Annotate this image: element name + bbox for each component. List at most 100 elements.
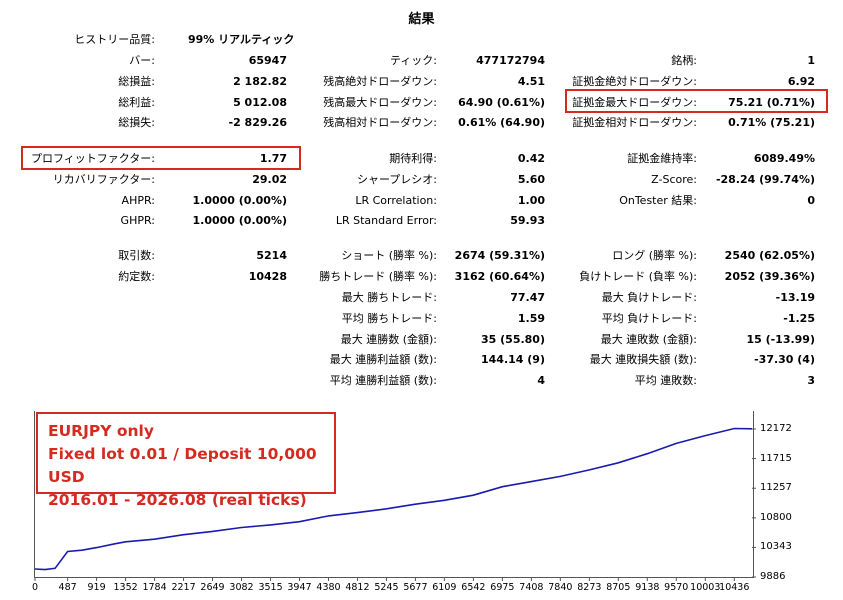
- average-profit-value: 1.59: [517, 312, 545, 325]
- x-tick-label: 1352: [113, 582, 138, 593]
- y-tick-label: 11257: [760, 482, 792, 494]
- short-trades-label: ショート (勝率 %):: [341, 249, 437, 262]
- total-net-profit-label: 総損益:: [118, 75, 155, 88]
- equity-dd-abs-value: 6.92: [787, 75, 815, 88]
- max-consec-profit-value: 144.14 (9): [481, 353, 545, 366]
- short-trades-value: 2674 (59.31%): [454, 249, 545, 262]
- annotation-line-1: EURJPY only: [48, 422, 154, 440]
- ticks-label: ティック:: [389, 54, 437, 67]
- ahpr-value: 1.0000 (0.00%): [192, 194, 288, 207]
- z-score-label: Z-Score:: [651, 173, 697, 186]
- x-tick-label: 8705: [606, 582, 631, 593]
- expected-payoff-value: 0.42: [517, 152, 545, 165]
- average-profit-label: 平均 勝ちトレード:: [341, 312, 437, 325]
- x-tick-label: 2217: [171, 582, 196, 593]
- ghpr-label: GHPR:: [120, 214, 155, 227]
- loss-trades-label: 負けトレード (負率 %):: [579, 270, 697, 283]
- results-title: 結果: [408, 12, 435, 27]
- x-tick-label: 5677: [403, 582, 428, 593]
- profit-trades-value: 3162 (60.64%): [454, 270, 545, 283]
- x-tick-label: 9570: [664, 582, 689, 593]
- max-consec-loss-label: 最大 連敗損失額 (数):: [589, 353, 697, 366]
- max-consec-wins-value: 35 (55.80): [481, 333, 545, 346]
- recovery-factor-label: リカバリファクター:: [52, 173, 155, 186]
- ticks-value: 477172794: [476, 54, 545, 67]
- x-tick-label: 1784: [142, 582, 167, 593]
- x-tick-label: 3082: [229, 582, 254, 593]
- avg-consec-losses-value: 3: [807, 374, 815, 387]
- symbols-value: 1: [807, 54, 815, 67]
- x-tick-label: 3947: [287, 582, 312, 593]
- x-tick-label: 487: [58, 582, 77, 593]
- equity-dd-abs-label: 証拠金絶対ドローダウン:: [572, 75, 697, 88]
- x-tick-label: 7840: [548, 582, 573, 593]
- average-loss-value: -1.25: [783, 312, 815, 325]
- equity-dd-max-label: 証拠金最大ドローダウン:: [572, 96, 697, 109]
- avg-consec-wins-label: 平均 連勝利益額 (数):: [329, 374, 437, 387]
- expected-payoff-label: 期待利得:: [389, 152, 437, 165]
- symbols-label: 銘柄:: [671, 54, 697, 67]
- gross-profit-value: 5 012.08: [233, 96, 287, 109]
- x-tick-label: 5245: [374, 582, 399, 593]
- gross-loss-value: -2 829.26: [228, 116, 288, 129]
- largest-profit-label: 最大 勝ちトレード:: [341, 291, 437, 304]
- x-tick-label: 7408: [519, 582, 544, 593]
- sharpe-ratio-value: 5.60: [517, 173, 545, 186]
- max-consec-losses-label: 最大 連敗数 (金額):: [600, 333, 697, 346]
- history-quality-label: ヒストリー品質:: [74, 33, 155, 46]
- z-score-value: -28.24 (99.74%): [715, 173, 815, 186]
- x-tick-label: 10003: [690, 582, 721, 593]
- ghpr-value: 1.0000 (0.00%): [192, 214, 288, 227]
- max-consec-wins-label: 最大 連勝数 (金額):: [340, 333, 437, 346]
- total-deals-label: 約定数:: [118, 270, 155, 283]
- profit-factor-highlight: [21, 146, 301, 170]
- y-tick-label: 12172: [760, 423, 792, 434]
- x-tick-label: 10436: [719, 582, 750, 593]
- equity-dd-rel-value: 0.71% (75.21): [728, 116, 815, 129]
- balance-chart-frame: [34, 411, 754, 578]
- x-tick-label: 9138: [635, 582, 660, 593]
- y-tick-label: 10800: [760, 511, 792, 523]
- x-tick-label: 4812: [345, 582, 370, 593]
- x-tick-label: 6975: [490, 582, 515, 593]
- lr-correlation-label: LR Correlation:: [355, 194, 437, 207]
- max-consec-losses-value: 15 (-13.99): [746, 333, 815, 346]
- total-trades-value: 5214: [256, 249, 287, 262]
- balance-dd-abs-value: 4.51: [517, 75, 545, 88]
- balance-dd-rel-value: 0.61% (64.90): [458, 116, 545, 129]
- gross-loss-label: 総損失:: [118, 116, 155, 129]
- x-tick-label: 919: [87, 582, 106, 593]
- recovery-factor-value: 29.02: [252, 173, 287, 186]
- long-trades-label: ロング (勝率 %):: [612, 249, 697, 262]
- total-net-profit-value: 2 182.82: [233, 75, 287, 88]
- x-tick-label: 2649: [200, 582, 225, 593]
- y-tick-label: 10343: [760, 541, 792, 553]
- avg-consec-losses-label: 平均 連敗数:: [634, 374, 697, 387]
- balance-dd-abs-label: 残高絶対ドローダウン:: [323, 75, 437, 88]
- ontester-label: OnTester 結果:: [619, 194, 697, 207]
- margin-level-label: 証拠金維持率:: [627, 152, 697, 165]
- lr-std-error-value: 59.93: [510, 214, 545, 227]
- equity-dd-rel-label: 証拠金相対ドローダウン:: [572, 116, 697, 129]
- gross-profit-label: 総利益:: [118, 96, 155, 109]
- annotation-line-3: 2016.01 - 2026.08 (real ticks): [48, 491, 307, 509]
- x-tick-label: 8273: [577, 582, 602, 593]
- x-tick-label: 6109: [432, 582, 457, 593]
- average-loss-label: 平均 負けトレード:: [601, 312, 697, 325]
- x-tick-label: 4380: [316, 582, 341, 593]
- balance-dd-rel-label: 残高相対ドローダウン:: [323, 116, 437, 129]
- equity-dd-max-highlight: [565, 89, 828, 113]
- largest-profit-value: 77.47: [510, 291, 545, 304]
- lr-std-error-label: LR Standard Error:: [335, 214, 437, 227]
- y-tick-label: 9886: [760, 571, 786, 582]
- ahpr-label: AHPR:: [121, 194, 155, 207]
- annotation-line-2: Fixed lot 0.01 / Deposit 10,000 USD: [48, 445, 317, 486]
- largest-loss-value: -13.19: [775, 291, 815, 304]
- history-quality-value: 99% リアルティック: [188, 33, 295, 46]
- bars-label: バー:: [129, 54, 155, 67]
- margin-level-value: 6089.49%: [753, 152, 815, 165]
- long-trades-value: 2540 (62.05%): [724, 249, 815, 262]
- profit-trades-label: 勝ちトレード (勝率 %):: [319, 270, 437, 283]
- x-tick-label: 0: [31, 582, 39, 593]
- annotation-box: EURJPY only Fixed lot 0.01 / Deposit 10,…: [36, 412, 336, 509]
